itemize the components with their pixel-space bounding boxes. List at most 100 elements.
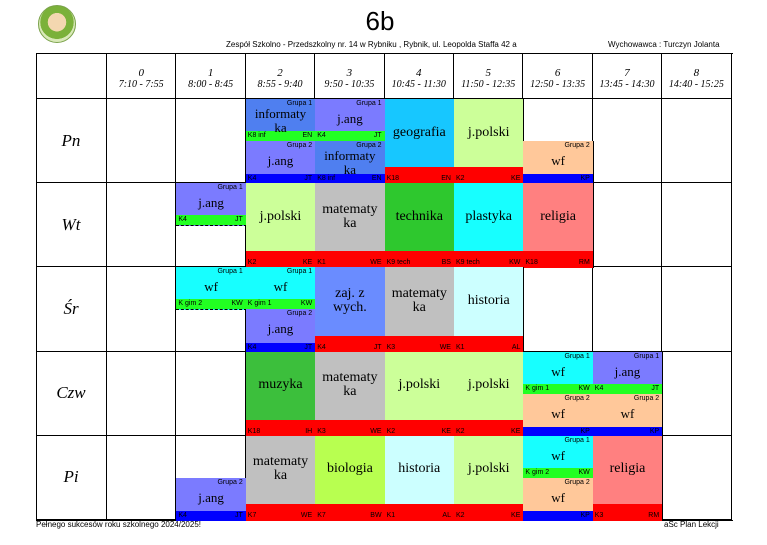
lesson-strip — [454, 167, 524, 185]
empty-cell — [523, 267, 593, 352]
empty-cell — [662, 435, 732, 520]
lesson-subject: religia — [523, 209, 592, 224]
lesson-room: K18 — [247, 427, 261, 435]
lesson-cell[interactable]: matematy ka K3 WE — [315, 351, 386, 437]
lesson-cell[interactable]: religia K18 RM — [523, 183, 594, 269]
lesson-cell[interactable]: wf Grupa 2 KP — [592, 393, 664, 437]
lesson-teacher: RM — [648, 511, 660, 519]
lesson-cell[interactable]: j.ang Grupa 1 K4 JT — [176, 183, 247, 227]
lesson-room: K gim 1 — [247, 300, 272, 308]
lesson-cell[interactable]: j.polski K2 KE — [384, 351, 455, 437]
school-logo — [38, 5, 76, 43]
lesson-cell[interactable]: technika K9 tech BS — [384, 183, 455, 269]
lesson-subject-line: j.ang — [337, 111, 363, 126]
lesson-cell[interactable]: informaty ka Grupa 2 K8 inf EN — [315, 141, 386, 185]
lesson-teacher: EN — [371, 175, 382, 183]
lesson-cell[interactable]: j.polski K2 KE — [245, 183, 317, 269]
lesson-strip — [245, 299, 316, 310]
class-teacher: Wychowawca : Turczyn Jolanta — [608, 40, 720, 49]
lesson-cell[interactable]: j.ang Grupa 1 K4 JT — [315, 99, 386, 142]
lesson-cell[interactable]: matematy ka K1 WE — [315, 183, 386, 269]
lesson-subject-line: wf — [551, 363, 565, 379]
lesson-cell[interactable]: biologia K7 BW — [315, 435, 386, 521]
lesson-cell[interactable]: wf Grupa 1 K gim 2 KW — [176, 267, 247, 311]
lesson-teacher: WE — [370, 259, 382, 267]
lesson-group: Grupa 2 — [286, 310, 313, 318]
lesson-strip — [315, 335, 385, 353]
lesson-teacher: KW — [300, 300, 313, 308]
period-number: 3 — [346, 67, 353, 79]
lesson-group: Grupa 1 — [356, 100, 382, 107]
period-time: 8:00 - 8:45 — [188, 79, 234, 90]
period-header: 6 12:50 - 13:35 — [523, 53, 593, 99]
lesson-cell[interactable]: matematy ka K3 WE — [384, 267, 455, 353]
lesson-cell[interactable]: j.polski K2 KE — [454, 99, 525, 185]
lesson-cell[interactable]: j.ang Grupa 2 K4 JT — [245, 141, 317, 185]
lesson-subject-line: j.polski — [259, 208, 302, 224]
lesson-subject: j.polski — [454, 462, 523, 476]
lesson-strip — [245, 131, 316, 141]
period-time: 11:50 - 12:35 — [461, 79, 516, 90]
lesson-subject: biologia — [315, 462, 384, 476]
lesson-subject: j.polski — [246, 208, 315, 224]
lesson-cell[interactable]: zaj. z wych. K4 JT — [315, 267, 386, 353]
lesson-cell[interactable]: geografia K18 EN — [384, 99, 455, 185]
lesson-subject-line: matematy — [322, 370, 378, 386]
lesson-subject-line: matematy — [391, 285, 447, 301]
period-time: 12:50 - 13:35 — [530, 79, 586, 90]
lesson-cell[interactable]: plastyka K9 tech KW — [454, 183, 525, 269]
lesson-cell[interactable]: wf Grupa 2 KP — [523, 393, 594, 437]
lesson-room: K1 — [386, 511, 396, 519]
lesson-cell[interactable]: wf Grupa 2 KP — [523, 141, 594, 185]
lesson-room: K4 — [317, 132, 326, 139]
lesson-cell[interactable]: j.ang Grupa 2 K4 JT — [245, 309, 317, 353]
lesson-teacher: KW — [231, 300, 243, 308]
lesson-teacher: JT — [235, 511, 243, 519]
lesson-cell[interactable]: wf Grupa 2 KP — [523, 477, 594, 521]
lesson-cell[interactable]: j.ang Grupa 2 K4 JT — [176, 477, 247, 521]
lesson-cell[interactable]: j.polski K2 KE — [454, 435, 525, 521]
lesson-cell[interactable]: informaty ka Grupa 1 K8 inf EN — [245, 99, 317, 142]
period-time: 9:50 - 10:35 — [324, 79, 375, 90]
lesson-subject-line: ka — [412, 299, 426, 315]
lesson-subject-line: ka — [273, 468, 288, 484]
lesson-subject-line: wf — [204, 279, 218, 295]
lesson-subject: j.polski — [385, 378, 454, 392]
lesson-subject: j.ang — [176, 490, 245, 505]
lesson-group: Grupa 1 — [286, 100, 313, 107]
lesson-strip — [523, 383, 593, 394]
lesson-subject: j.polski — [454, 125, 523, 140]
empty-cell — [662, 351, 732, 436]
lesson-strip — [176, 510, 246, 521]
lesson-strip — [592, 426, 663, 437]
lesson-cell[interactable]: matematy ka K7 WE — [245, 435, 317, 521]
lesson-teacher: KE — [511, 175, 521, 183]
lesson-group: Grupa 1 — [564, 352, 590, 360]
lesson-cell[interactable]: muzyka K18 IH — [245, 351, 317, 437]
lesson-cell[interactable]: religia K3 RM — [592, 435, 664, 521]
empty-cell — [107, 435, 177, 520]
lesson-strip — [315, 419, 385, 437]
lesson-cell[interactable]: j.ang Grupa 1 K4 JT — [592, 351, 664, 395]
lesson-cell[interactable]: j.polski K2 KE — [454, 351, 525, 437]
empty-cell — [107, 183, 177, 268]
lesson-teacher: KP — [580, 427, 590, 435]
lesson-cell[interactable]: historia K1 AL — [454, 267, 525, 353]
lesson-room: K2 — [456, 427, 465, 435]
lesson-cell[interactable]: wf Grupa 1 K gim 2 KW — [523, 435, 594, 479]
lesson-subject-line: j.polski — [467, 377, 510, 393]
lesson-strip — [315, 174, 385, 185]
empty-cell — [107, 351, 177, 436]
lesson-subject-line: j.ang — [198, 195, 224, 211]
lesson-subject: historia — [385, 462, 454, 476]
lesson-subject: j.ang — [246, 322, 315, 336]
lesson-cell[interactable]: wf Grupa 1 K gim 1 KW — [245, 267, 317, 311]
empty-cell — [176, 351, 246, 436]
period-time: 13:45 - 14:30 — [599, 79, 655, 90]
empty-cell — [662, 183, 732, 268]
lesson-cell[interactable]: wf Grupa 1 K gim 1 KW — [523, 351, 594, 395]
lesson-cell[interactable]: historia K1 AL — [384, 435, 455, 521]
lesson-subject: wf — [523, 363, 592, 379]
period-header: 0 7:10 - 7:55 — [107, 53, 177, 99]
lesson-teacher: JT — [304, 175, 313, 183]
